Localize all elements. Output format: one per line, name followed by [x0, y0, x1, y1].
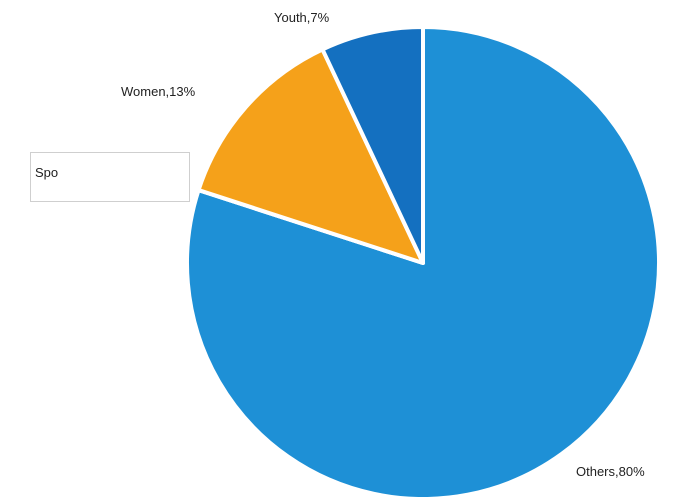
pie-slices: [185, 25, 661, 497]
pie-label-youth: Youth,7%: [274, 10, 330, 25]
pie-label-women: Women,13%: [121, 84, 196, 99]
pie-slice-youth: [320, 25, 425, 265]
obscured-label-fragment: Spo: [35, 165, 59, 180]
obscuring-box: Spo: [30, 152, 190, 202]
pie-label-others: Others,80%: [576, 464, 645, 479]
pie-slice-women: [196, 47, 425, 265]
